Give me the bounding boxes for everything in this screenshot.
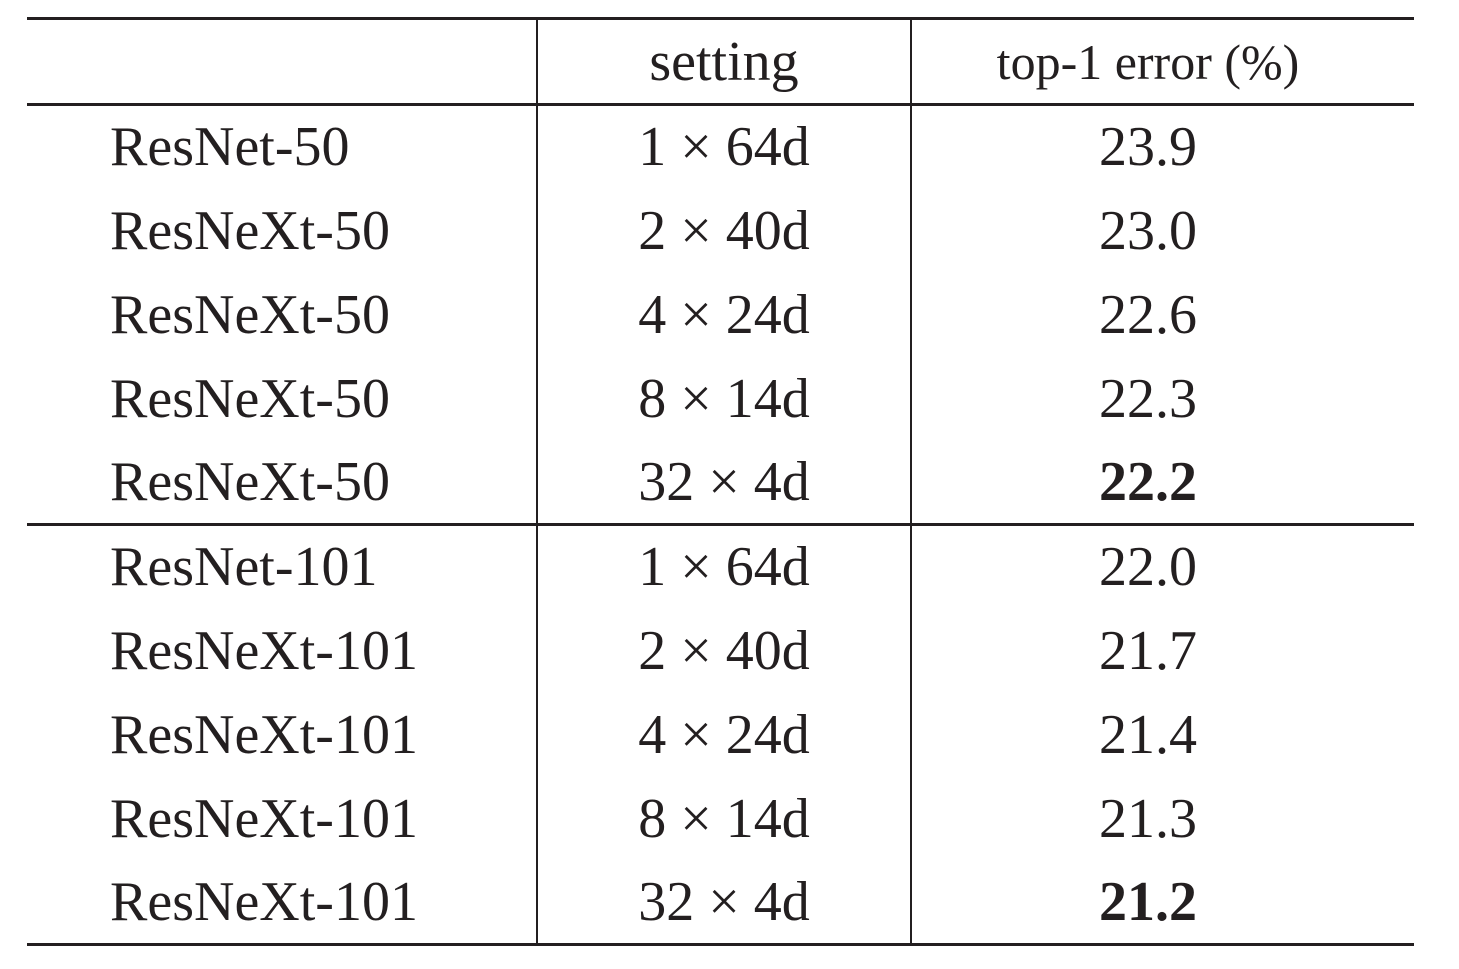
- model-header: [27, 17, 538, 106]
- setting-cell: 2 × 40d: [537, 608, 912, 693]
- resnet-101-group: ResNet-101 1 × 64d 22.0 ResNeXt-101 2 × …: [27, 524, 1414, 946]
- table-row: ResNeXt-101 2 × 40d 21.7: [27, 608, 1414, 693]
- error-cell: 23.0: [1099, 199, 1197, 262]
- table-row: ResNet-101 1 × 64d 22.0: [27, 524, 1414, 609]
- model-cell: ResNeXt-101: [27, 692, 538, 777]
- header-row: setting top-1 error (%): [27, 17, 1414, 106]
- error-cell: 22.6: [1099, 283, 1197, 346]
- model-cell: ResNeXt-50: [27, 440, 538, 526]
- setting-cell: 1 × 64d: [537, 524, 912, 609]
- top1-error-header: top-1 error (%): [911, 17, 1414, 106]
- model-cell: ResNeXt-101: [27, 608, 538, 693]
- results-table: setting top-1 error (%) ResNet-50 1 × 64…: [27, 17, 1414, 946]
- setting-cell: 1 × 64d: [537, 104, 912, 189]
- best-error-cell: 21.2: [911, 860, 1414, 946]
- setting-cell: 8 × 14d: [537, 776, 912, 861]
- model-cell: ResNeXt-50: [27, 272, 538, 357]
- model-cell: ResNeXt-101: [27, 860, 538, 946]
- error-cell: 21.4: [1099, 703, 1197, 766]
- setting-cell: 8 × 14d: [537, 356, 912, 441]
- error-cell: 21.7: [1099, 619, 1197, 682]
- error-cell: 23.9: [1099, 116, 1197, 179]
- setting-cell: 4 × 24d: [537, 692, 912, 777]
- error-cell: 22.0: [1099, 536, 1197, 599]
- model-cell: ResNet-101: [27, 524, 538, 609]
- error-cell: 22.3: [1099, 367, 1197, 430]
- setting-cell: 2 × 40d: [537, 188, 912, 273]
- table-row: ResNeXt-101 4 × 24d 21.4: [27, 692, 1414, 777]
- model-cell: ResNet-50: [27, 104, 538, 189]
- best-error-cell: 22.2: [911, 440, 1414, 526]
- table-row: ResNeXt-50 32 × 4d 22.2: [27, 440, 1414, 526]
- table-row: ResNeXt-50 2 × 40d 23.0: [27, 188, 1414, 273]
- table-row: ResNeXt-101 32 × 4d 21.2: [27, 860, 1414, 946]
- table-row: ResNet-50 1 × 64d 23.9: [27, 104, 1414, 189]
- setting-header: setting: [537, 17, 912, 106]
- setting-cell: 32 × 4d: [537, 860, 912, 946]
- table-row: ResNeXt-50 8 × 14d 22.3: [27, 356, 1414, 441]
- model-cell: ResNeXt-50: [27, 356, 538, 441]
- table-row: ResNeXt-101 8 × 14d 21.3: [27, 776, 1414, 861]
- resnet-50-group: ResNet-50 1 × 64d 23.9 ResNeXt-50 2 × 40…: [27, 104, 1414, 526]
- table-row: ResNeXt-50 4 × 24d 22.6: [27, 272, 1414, 357]
- model-cell: ResNeXt-101: [27, 776, 538, 861]
- setting-cell: 32 × 4d: [537, 440, 912, 526]
- error-cell: 21.3: [1099, 787, 1197, 850]
- setting-cell: 4 × 24d: [537, 272, 912, 357]
- model-cell: ResNeXt-50: [27, 188, 538, 273]
